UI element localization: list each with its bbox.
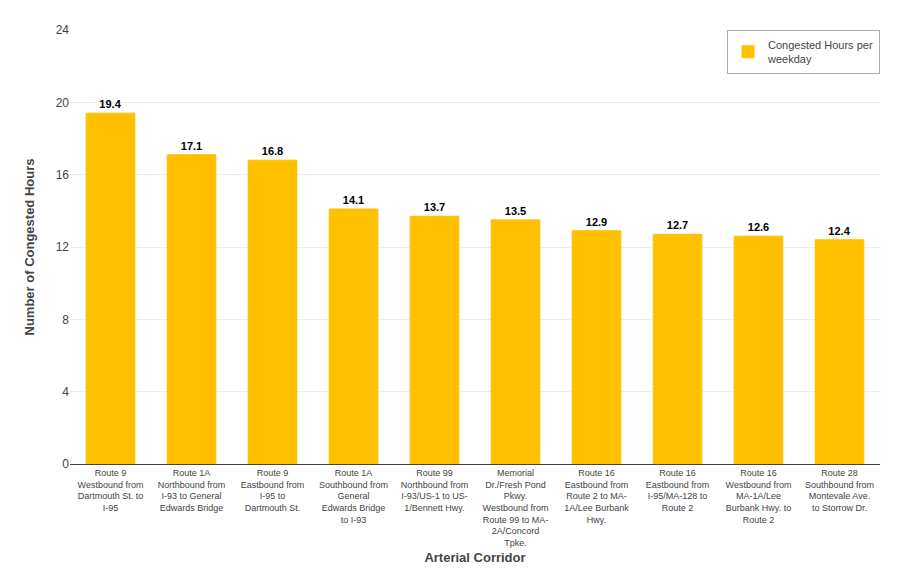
svg-text:4: 4 <box>62 385 69 399</box>
svg-text:12.9: 12.9 <box>586 216 607 228</box>
svg-text:Number of Congested Hours: Number of Congested Hours <box>22 159 37 336</box>
svg-text:13.5: 13.5 <box>505 205 526 217</box>
svg-text:Route 99Northbound fromI-93/US: Route 99Northbound fromI-93/US-1 to US-1… <box>401 468 469 513</box>
svg-text:20: 20 <box>56 96 70 110</box>
svg-text:Route 28Southbound fromMonteva: Route 28Southbound fromMontevale Ave.to … <box>805 468 874 513</box>
svg-text:MemorialDr./Fresh PondPkwy.Wes: MemorialDr./Fresh PondPkwy.Westbound fro… <box>483 468 549 548</box>
svg-text:24: 24 <box>56 23 70 37</box>
svg-text:12: 12 <box>56 240 70 254</box>
svg-text:8: 8 <box>62 313 69 327</box>
svg-text:Arterial Corridor: Arterial Corridor <box>424 550 525 565</box>
svg-text:16.8: 16.8 <box>262 145 283 157</box>
svg-text:12.7: 12.7 <box>667 219 688 231</box>
svg-text:Route 16Westbound fromMA-1A/Le: Route 16Westbound fromMA-1A/LeeBurbank H… <box>726 468 792 525</box>
svg-text:14.1: 14.1 <box>343 194 364 206</box>
svg-text:16: 16 <box>56 168 70 182</box>
svg-text:0: 0 <box>62 457 69 471</box>
svg-text:19.4: 19.4 <box>99 98 121 110</box>
svg-text:17.1: 17.1 <box>181 140 202 152</box>
svg-text:12.6: 12.6 <box>748 221 769 233</box>
svg-text:Route 9Eastbound fromI-95 toDa: Route 9Eastbound fromI-95 toDartmouth St… <box>241 468 305 513</box>
svg-text:Route 1ANorthbound fromI-93 to: Route 1ANorthbound fromI-93 to GeneralEd… <box>158 468 226 513</box>
svg-text:13.7: 13.7 <box>424 201 445 213</box>
svg-text:12.4: 12.4 <box>828 225 850 237</box>
svg-text:Route 16Eastbound fromI-95/MA-: Route 16Eastbound fromI-95/MA-128 toRout… <box>646 468 710 513</box>
svg-text:Route 1ASouthbound fromGeneral: Route 1ASouthbound fromGeneralEdwards Br… <box>319 468 388 525</box>
svg-text:Route 16Eastbound fromRoute 2: Route 16Eastbound fromRoute 2 to MA-1A/L… <box>564 468 629 525</box>
svg-text:Congested Hours perweekday: Congested Hours perweekday <box>767 39 873 65</box>
svg-text:Route 9Westbound fromDartmouth: Route 9Westbound fromDartmouth St. toI-9… <box>78 468 144 513</box>
